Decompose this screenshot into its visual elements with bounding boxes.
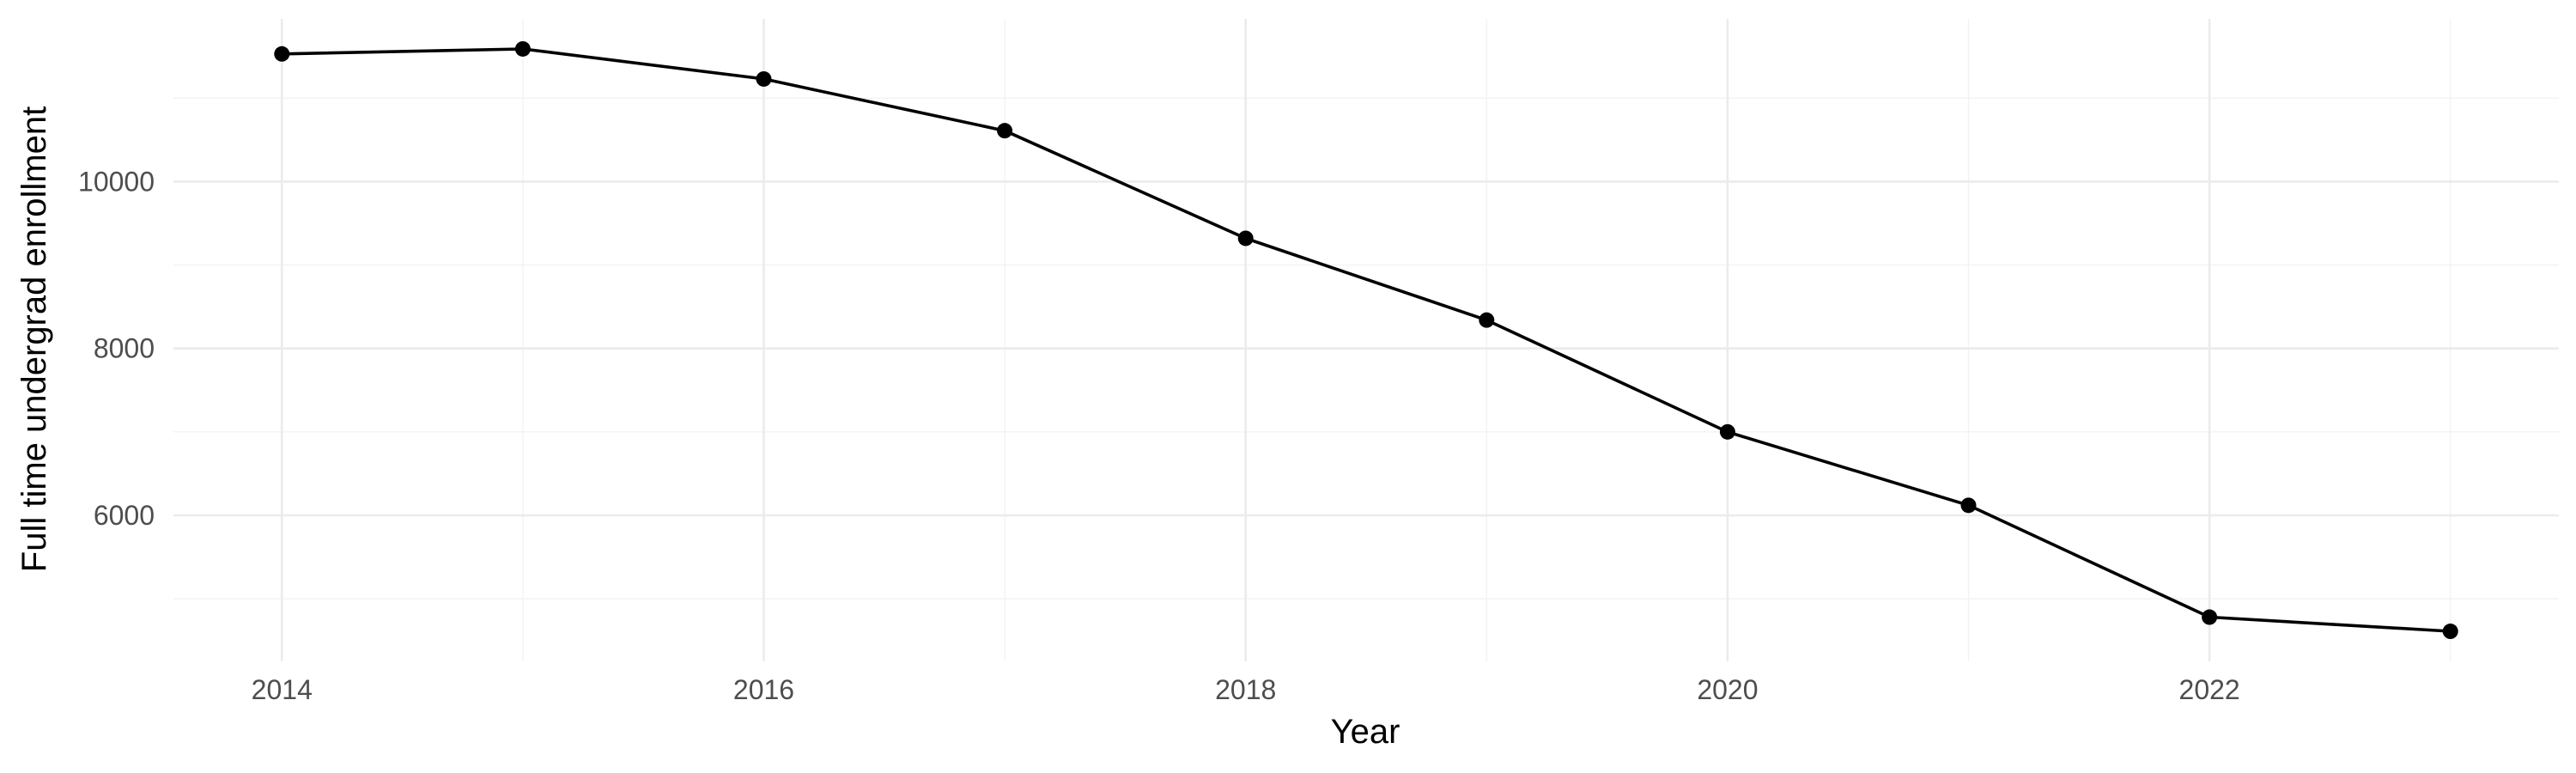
- data-point: [1479, 312, 1495, 328]
- data-point: [1719, 423, 1735, 440]
- y-axis-tick-labels: 6000 8000 10000: [78, 166, 155, 531]
- minor-gridlines-x: [522, 19, 2451, 661]
- y-tick-label: 6000: [94, 500, 155, 531]
- data-point: [2442, 624, 2458, 640]
- enrollment-series-line: [282, 47, 2451, 633]
- enrollment-data-points: [274, 40, 2458, 640]
- x-axis-title: Year: [1331, 713, 1400, 751]
- y-axis-title: Full time undergrad enrollment: [15, 107, 53, 572]
- x-tick-label: 2022: [2179, 674, 2240, 705]
- x-axis-tick-labels: 2014 2016 2018 2020 2022: [252, 674, 2240, 705]
- x-tick-label: 2014: [252, 674, 313, 705]
- x-tick-label: 2016: [733, 674, 794, 705]
- y-tick-label: 8000: [94, 333, 155, 364]
- x-tick-label: 2020: [1697, 674, 1758, 705]
- major-gridlines-y: [173, 180, 2559, 517]
- data-point: [1237, 230, 1254, 247]
- data-point: [997, 123, 1013, 139]
- data-point: [2202, 609, 2218, 625]
- data-point: [514, 40, 531, 57]
- minor-gridlines-y: [173, 97, 2559, 600]
- data-point: [756, 70, 772, 87]
- major-gridlines-x: [280, 19, 2211, 661]
- x-tick-label: 2018: [1215, 674, 1276, 705]
- y-tick-label: 10000: [78, 166, 155, 197]
- data-point: [1960, 497, 1977, 514]
- data-point: [274, 46, 290, 62]
